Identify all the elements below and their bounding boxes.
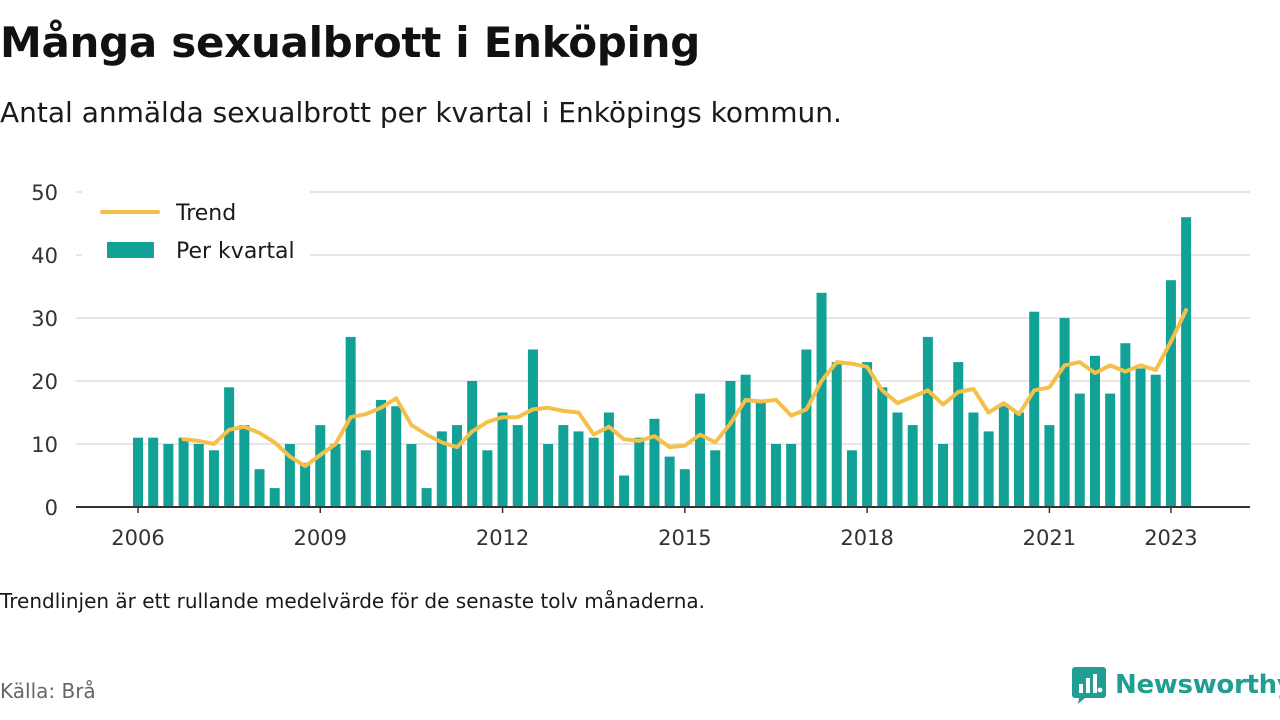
y-tick-label: 40 <box>31 244 58 268</box>
bar <box>1120 343 1131 507</box>
bar <box>421 488 432 507</box>
trend-line <box>181 308 1189 469</box>
bar <box>907 425 918 507</box>
bar-series-per-kvartal <box>133 217 1192 507</box>
bar <box>1181 217 1192 507</box>
bar <box>1165 280 1176 507</box>
bar <box>664 456 675 507</box>
bar <box>1089 355 1100 507</box>
bar <box>1074 393 1085 507</box>
x-axis-ticks: 2006 2009 2012 2015 2018 2021 2023 <box>111 507 1198 550</box>
x-tick-label: 2009 <box>294 526 347 550</box>
bar <box>163 444 174 507</box>
bar <box>512 425 523 507</box>
bar <box>284 444 295 507</box>
bar <box>770 444 781 507</box>
y-tick-label: 30 <box>31 307 58 331</box>
x-tick-label: 2018 <box>840 526 893 550</box>
bar <box>178 437 189 507</box>
bar <box>922 336 933 507</box>
bar <box>193 444 204 507</box>
bar <box>224 387 235 507</box>
x-tick-label: 2023 <box>1144 526 1197 550</box>
bar <box>1014 412 1025 507</box>
bar <box>968 412 979 507</box>
x-tick-label: 2006 <box>111 526 164 550</box>
bar <box>208 450 219 507</box>
bar <box>558 425 569 507</box>
legend-bar-swatch <box>107 242 154 258</box>
bar <box>710 450 721 507</box>
bar <box>1150 374 1161 507</box>
legend-trend-label: Trend <box>175 201 236 226</box>
bar <box>831 362 842 507</box>
bar <box>816 292 827 507</box>
y-tick-label: 50 <box>31 181 58 205</box>
x-tick-label: 2015 <box>658 526 711 550</box>
bar <box>467 381 478 507</box>
bar <box>877 387 888 507</box>
chart-title: Många sexualbrott i Enköping <box>0 18 700 67</box>
bar <box>679 469 690 507</box>
bar <box>603 412 614 507</box>
bar <box>300 462 311 507</box>
bar <box>391 406 402 507</box>
bar <box>649 418 660 507</box>
bar <box>330 444 341 507</box>
bar <box>938 444 949 507</box>
bar <box>1135 368 1146 507</box>
legend-bar-label: Per kvartal <box>176 239 295 264</box>
x-tick-label: 2012 <box>476 526 529 550</box>
bar <box>801 349 812 507</box>
bar <box>740 374 751 507</box>
y-tick-label: 20 <box>31 370 58 394</box>
footnote: Trendlinjen är ett rullande medelvärde f… <box>0 589 706 613</box>
bar <box>527 349 538 507</box>
brand-logo[interactable]: Newsworthy <box>1071 664 1280 706</box>
legend: Trend Per kvartal <box>82 185 310 267</box>
bar <box>315 425 326 507</box>
bar <box>497 412 508 507</box>
bar <box>345 336 356 507</box>
bar <box>619 475 630 507</box>
y-tick-label: 10 <box>31 433 58 457</box>
bar <box>725 381 736 507</box>
y-tick-label: 0 <box>45 496 58 520</box>
chart-subtitle: Antal anmälda sexualbrott per kvartal i … <box>0 96 842 129</box>
bar <box>953 362 964 507</box>
y-axis-ticks: 0 10 20 30 40 50 <box>31 181 58 520</box>
bar <box>451 425 462 507</box>
bar <box>573 431 584 507</box>
chart-svg: 0 10 20 30 40 50 2006 2009 2012 2015 2018 2021 2023… <box>31 181 1250 550</box>
bar <box>1029 311 1040 507</box>
bar <box>983 431 994 507</box>
bar <box>543 444 554 507</box>
bar <box>1059 318 1070 507</box>
bar <box>239 425 250 507</box>
bar <box>755 399 766 507</box>
x-tick-label: 2021 <box>1023 526 1076 550</box>
bar <box>588 437 599 507</box>
bar <box>269 488 280 507</box>
bar <box>634 437 645 507</box>
newsworthy-logo-icon <box>1072 667 1106 704</box>
bar <box>892 412 903 507</box>
bar <box>482 450 493 507</box>
bar <box>695 393 706 507</box>
bar <box>846 450 857 507</box>
bar <box>406 444 417 507</box>
bar <box>436 431 447 507</box>
bar <box>862 362 873 507</box>
bar <box>254 469 265 507</box>
bar <box>376 399 387 507</box>
bar <box>998 406 1009 507</box>
source-credit: Källa: Brå <box>0 679 96 703</box>
bar <box>1044 425 1055 507</box>
bar <box>148 437 159 507</box>
bar <box>360 450 371 507</box>
bar <box>133 437 143 507</box>
bar <box>1105 393 1116 507</box>
brand-name: Newsworthy <box>1115 670 1280 700</box>
bar <box>786 444 797 507</box>
